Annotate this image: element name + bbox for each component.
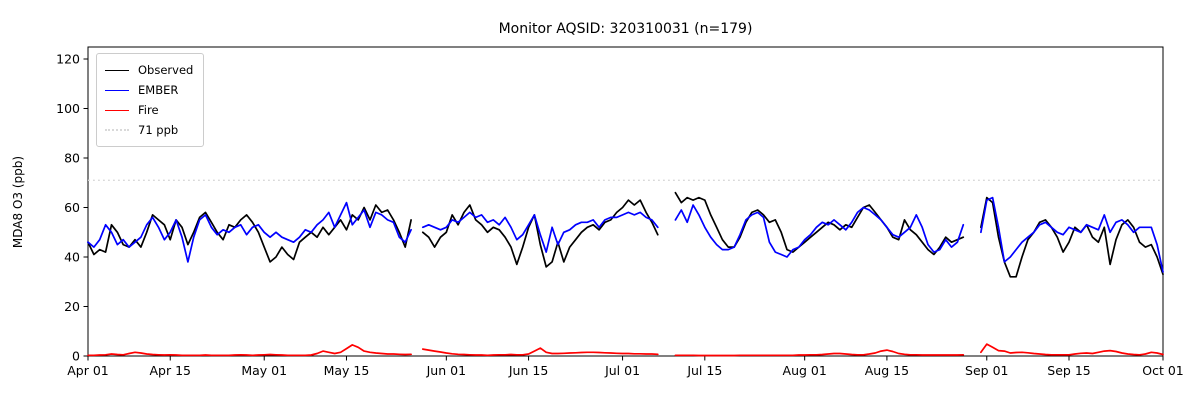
x-tick-label: Aug 15 [865, 363, 909, 378]
x-tick-label: Jul 15 [686, 363, 722, 378]
ember-line [421, 211, 659, 253]
x-tick-label: Sep 15 [1047, 363, 1090, 378]
x-tick-label: Apr 01 [67, 363, 109, 378]
threshold-line-swatch [105, 129, 129, 131]
fire-line-swatch [105, 109, 129, 111]
legend-item-ember: EMBER [105, 80, 193, 100]
legend-item-threshold: 71 ppb [105, 120, 193, 140]
ember-line [87, 201, 412, 263]
ember-line [980, 196, 1164, 273]
observed-line [980, 196, 1164, 278]
y-tick-label: 120 [56, 52, 80, 67]
axes-frame [87, 46, 1164, 357]
fire-line [421, 347, 659, 357]
y-tick-label: 60 [64, 200, 80, 215]
ember-line [674, 204, 965, 258]
x-tick-label: Jul 01 [604, 363, 640, 378]
legend: Observed EMBER Fire 71 ppb [96, 53, 205, 147]
ember-line-swatch [105, 89, 129, 91]
x-tick-label: Apr 15 [149, 363, 191, 378]
chart-title: Monitor AQSID: 320310031 (n=179) [498, 21, 753, 37]
x-tick-label: Jun 01 [426, 363, 466, 378]
observed-line [421, 199, 659, 268]
observed-line [87, 204, 412, 263]
x-tick-label: Oct 01 [1142, 363, 1184, 378]
y-tick-label: 20 [64, 299, 80, 314]
x-tick-label: Jun 15 [508, 363, 548, 378]
x-tick-label: Sep 01 [965, 363, 1008, 378]
x-tick-label: Aug 01 [783, 363, 827, 378]
fire-line [674, 349, 965, 357]
y-tick-label: 0 [72, 349, 80, 364]
legend-label: Fire [138, 103, 159, 117]
x-tick-label: May 15 [324, 363, 370, 378]
legend-label: Observed [138, 63, 194, 77]
x-tick-label: May 01 [241, 363, 287, 378]
legend-item-observed: Observed [105, 60, 193, 80]
y-tick-label: 100 [56, 101, 80, 116]
y-tick-label: 40 [64, 250, 80, 265]
observed-line-swatch [105, 69, 129, 71]
fire-line [87, 344, 412, 357]
legend-label: EMBER [138, 83, 179, 97]
fire-line [980, 343, 1164, 356]
y-tick-label: 80 [64, 151, 80, 166]
observed-line [674, 191, 965, 256]
legend-item-fire: Fire [105, 100, 193, 120]
legend-label: 71 ppb [138, 123, 179, 137]
